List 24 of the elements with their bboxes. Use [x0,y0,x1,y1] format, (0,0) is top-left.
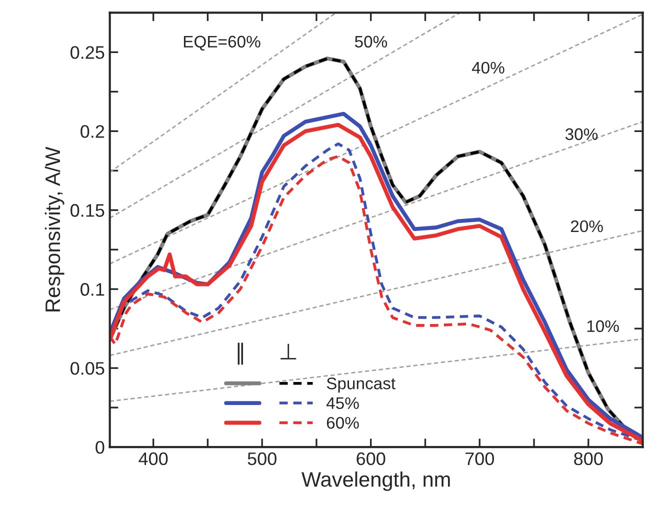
y-tick-label: 0.1 [80,283,104,296]
x-tick-label: 400 [138,452,168,466]
y-axis-title: Responsivity, A/W [44,146,64,312]
legend-label: 45% [326,397,359,410]
x-tick-label: 700 [465,452,494,466]
legend-label: 60% [326,416,359,429]
annotation: EQE=60% [184,36,260,51]
x-tick-label: 600 [356,452,386,466]
annotation: 10% [587,320,619,332]
x-tick-label: 800 [574,452,603,466]
y-tick-label: 0.15 [70,204,104,217]
legend-label: Spuncast [326,378,396,393]
annotation: 30% [565,128,598,140]
annotation: ∥ [238,342,243,365]
y-tick-label: 0 [96,440,104,454]
annotation: 50% [354,36,388,48]
y-tick-label: 0.05 [70,362,104,375]
x-tick-label: 500 [248,452,276,466]
annotation: 20% [570,220,603,232]
x-axis-title: Wavelength, nm [302,472,450,491]
y-tick-label: 0.2 [80,125,104,138]
annotation: ⊥ [280,344,296,360]
y-tick-label: 0.25 [70,46,104,59]
annotation: 40% [472,62,504,74]
